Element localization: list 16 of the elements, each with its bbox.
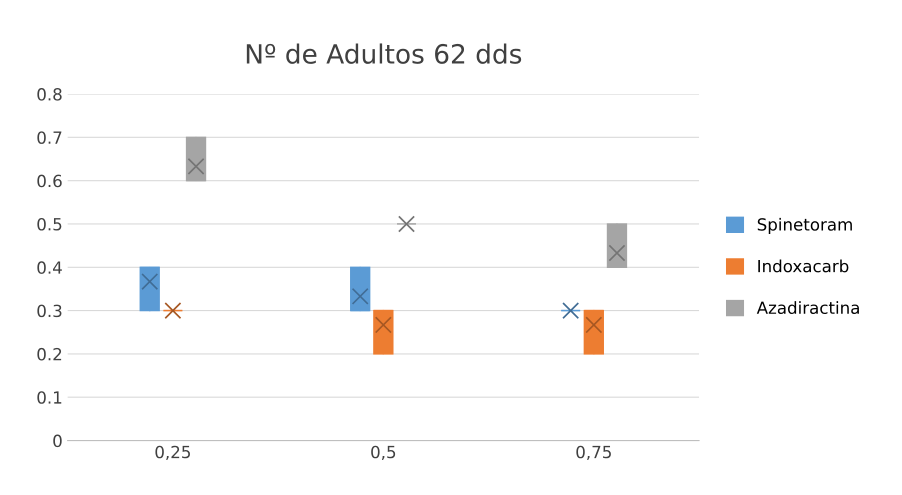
chart-title: Nº de Adultos 62 dds: [246, 43, 522, 64]
legend-label: Indoxacarb: [758, 259, 848, 272]
y-tick-label: 0.7: [37, 131, 62, 144]
legend-label: Spinetoram: [758, 218, 852, 234]
y-tick-label: 0.6: [37, 174, 62, 188]
y-tick-label: 0.3: [37, 304, 62, 318]
y-tick-label: 0: [53, 434, 62, 448]
x-tick-label: 0,5: [371, 446, 396, 460]
y-tick-label: 0.5: [37, 218, 62, 231]
legend-label: Azadiractina: [756, 301, 859, 314]
y-tick-label: 0.2: [37, 348, 62, 360]
x-tick-label: 0,25: [155, 446, 190, 460]
y-tick-label: 0.4: [37, 261, 62, 274]
x-tick-label: 0,75: [576, 446, 611, 460]
y-tick-label: 0.1: [37, 391, 62, 404]
y-tick-label: 0.8: [37, 88, 62, 101]
